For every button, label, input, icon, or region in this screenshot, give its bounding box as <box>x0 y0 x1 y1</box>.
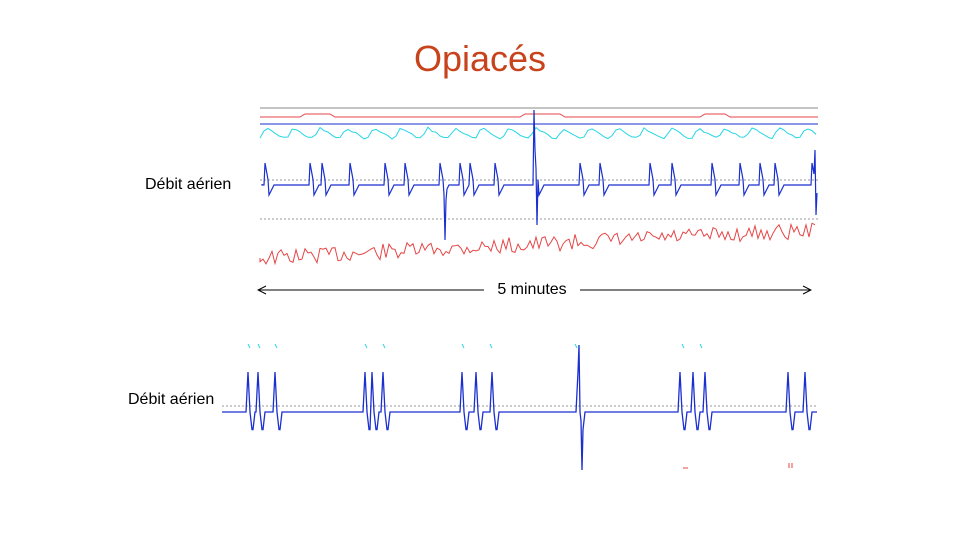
slide-title: Opiacés <box>413 38 547 79</box>
bottom-red-marks <box>683 463 793 469</box>
bottom-airflow-label: Débit aérien <box>128 391 215 408</box>
top-cyan-trace <box>259 126 817 140</box>
top-airflow-label: Débit aérien <box>145 176 232 193</box>
duration-label: 5 minutes <box>486 281 578 299</box>
top-red-step-trace <box>260 113 818 118</box>
bottom-airflow-trace <box>222 344 817 471</box>
bottom-cyan-marks <box>247 343 703 349</box>
top-airflow-trace <box>261 109 818 241</box>
top-red-trace <box>259 222 816 266</box>
